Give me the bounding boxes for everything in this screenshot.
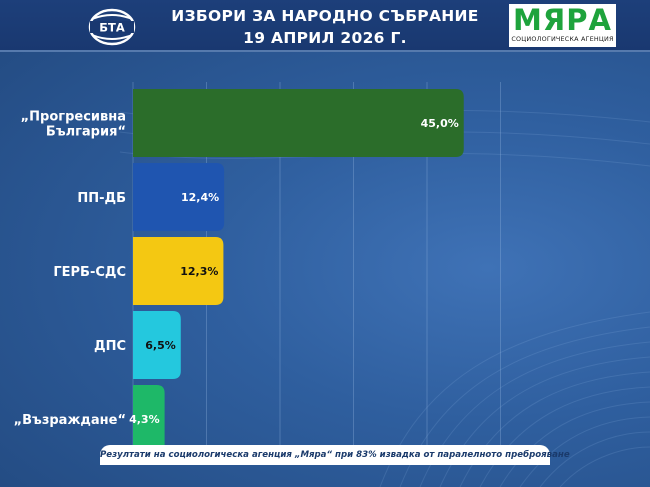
bar [133,163,225,231]
bar [133,311,181,379]
myara-logo: МЯРА СОЦИОЛОГИЧЕСКА АГЕНЦИЯ [509,4,616,47]
myara-logo-name: МЯРА [513,3,612,37]
bar-chart: 45,0% „Прогресивна България“ 12,4% ПП-ДБ 12,3… [14,82,650,487]
category-label: ПП-ДБ [77,191,126,206]
bars-group: 45,0% „Прогресивна България“ 12,4% ПП-ДБ 12,3… [14,89,464,453]
title-line-1: ИЗБОРИ ЗА НАРОДНО СЪБРАНИЕ [171,7,479,25]
header-bar: БТА ИЗБОРИ ЗА НАРОДНО СЪБРАНИЕ 19 АПРИЛ … [0,0,650,52]
category-label: ГЕРБ-СДС [53,265,126,280]
bar [133,385,165,453]
category-label: ДПС [94,339,126,354]
title-line-2: 19 АПРИЛ 2026 Г. [243,29,407,47]
data-label: 12,4% [181,191,219,204]
data-label: 12,3% [180,265,218,278]
category-label: „Възраждане“ [14,413,126,428]
myara-logo-subtitle: СОЦИОЛОГИЧЕСКА АГЕНЦИЯ [511,35,614,43]
category-label: „Прогресивна България“ [21,110,126,140]
bar [133,237,224,305]
bta-logo-text: БТА [99,21,125,35]
header-divider [0,50,650,52]
bar [133,89,464,157]
data-label: 45,0% [421,117,459,130]
bta-logo: БТА [88,8,136,46]
data-label: 6,5% [145,339,176,352]
footer-note: Резултати на социологическа агенция „Мяр… [100,445,570,465]
data-label: 4,3% [129,413,160,426]
